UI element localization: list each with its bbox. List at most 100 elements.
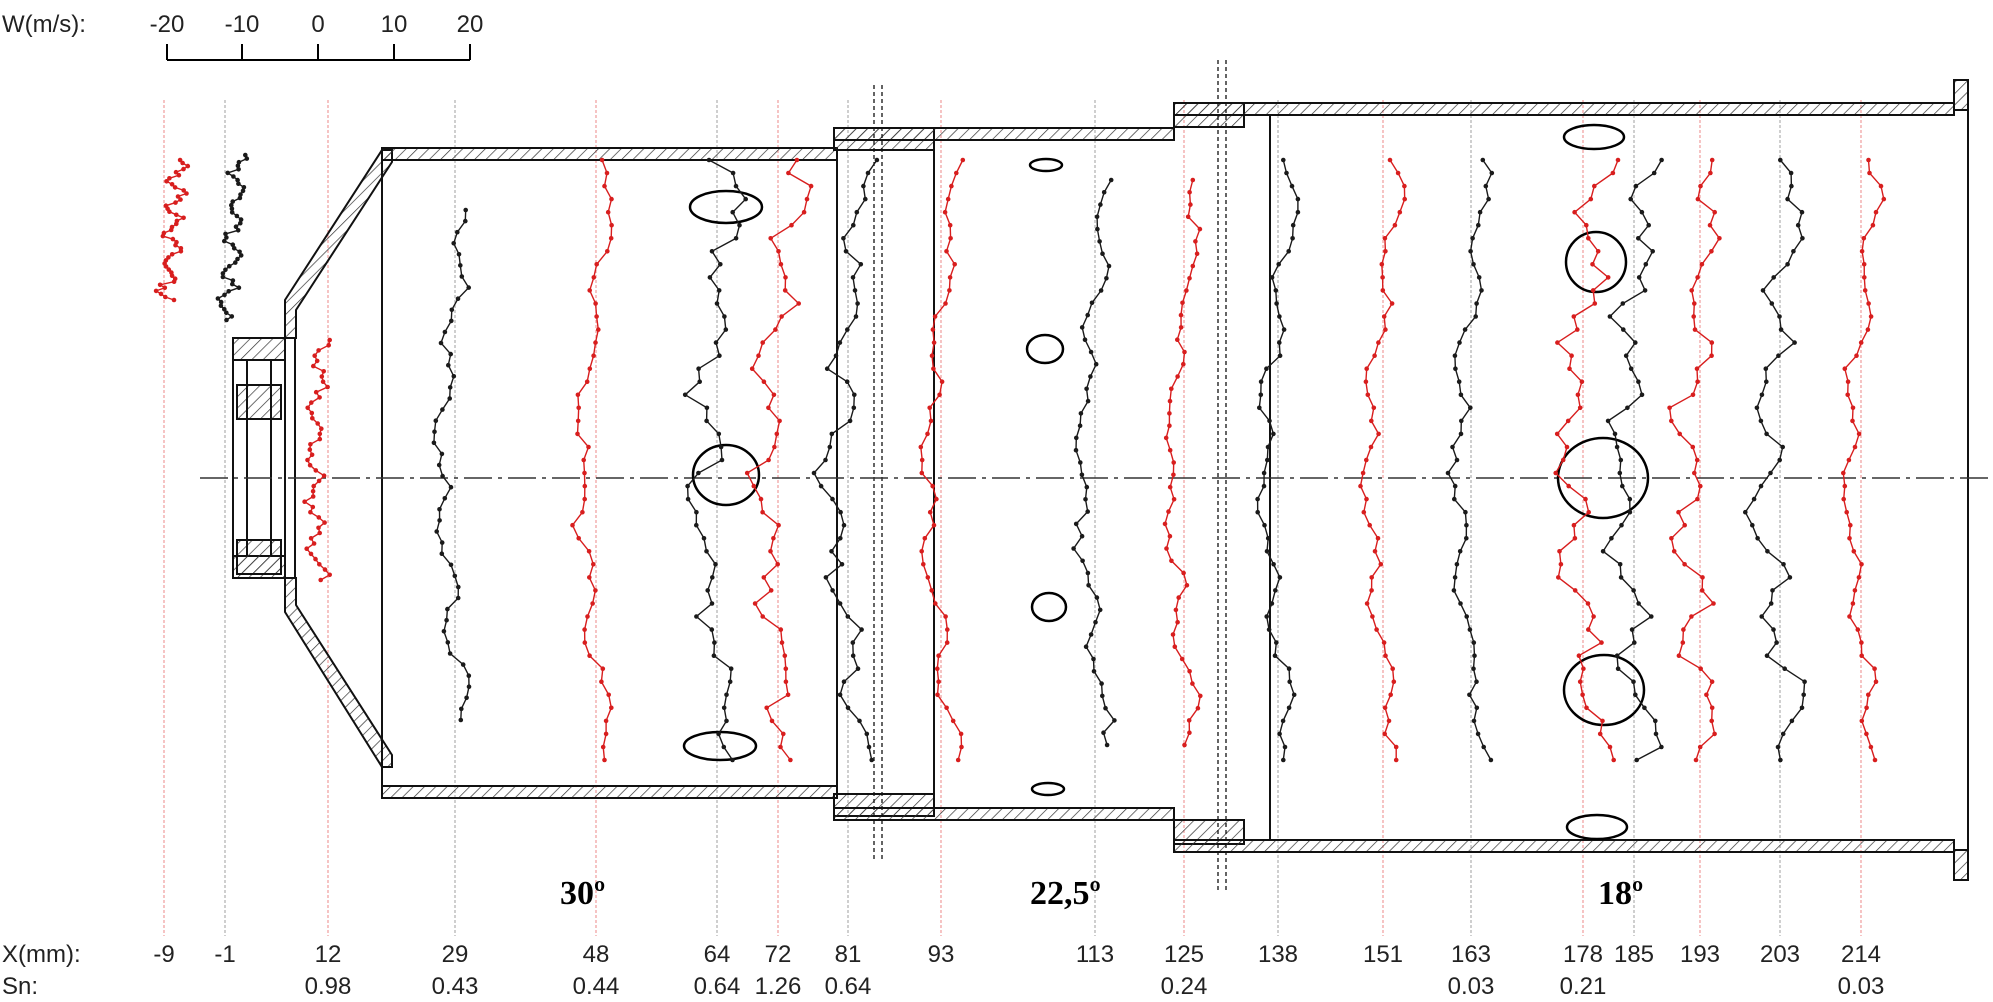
profile-point xyxy=(861,183,866,189)
profile-point xyxy=(730,757,735,763)
profile-point xyxy=(1777,457,1782,463)
hole-18-top xyxy=(1562,123,1626,151)
scale-tick-label: 20 xyxy=(457,11,484,38)
profile-point xyxy=(1600,549,1606,554)
profile-point xyxy=(315,421,321,426)
profile-point xyxy=(783,666,789,671)
profile-point xyxy=(779,640,785,645)
profile-point xyxy=(728,666,734,671)
profile-point xyxy=(309,410,315,416)
profile-point xyxy=(173,169,179,175)
station-x-label: 72 xyxy=(765,941,792,968)
profile-point xyxy=(1472,653,1477,658)
profile-point xyxy=(1695,275,1700,280)
profile-point xyxy=(1850,601,1856,606)
profile-point xyxy=(771,392,777,398)
profile-point xyxy=(713,562,718,567)
profile-point xyxy=(1571,314,1577,319)
profile-point xyxy=(851,405,857,411)
profile-point xyxy=(824,366,830,372)
velocity-profile-trace xyxy=(1744,159,1806,761)
profile-point xyxy=(1862,288,1868,293)
profile-point xyxy=(169,273,175,279)
profile-point xyxy=(163,264,169,269)
break-marks xyxy=(873,60,1227,890)
profile-point xyxy=(1175,374,1180,379)
profile-point xyxy=(1695,379,1700,385)
profile-point xyxy=(1452,353,1458,359)
profile-point xyxy=(771,536,776,541)
profile-point xyxy=(173,242,178,248)
profile-point xyxy=(440,473,445,479)
profile-point xyxy=(599,679,604,684)
profile-point xyxy=(582,483,588,489)
profile-point xyxy=(1290,222,1296,228)
profile-point xyxy=(1094,595,1100,600)
profile-point xyxy=(1659,744,1664,750)
profile-point xyxy=(716,288,722,293)
profile-point xyxy=(1277,731,1282,737)
profile-point xyxy=(1868,314,1874,319)
profile-point xyxy=(466,673,472,678)
profile-point xyxy=(434,529,440,534)
profile-point xyxy=(229,202,234,208)
profile-point xyxy=(1707,222,1713,228)
profile-point xyxy=(603,718,609,724)
profile-point xyxy=(1488,757,1494,763)
profile-point xyxy=(1558,562,1564,567)
profile-point xyxy=(178,249,184,254)
profile-point xyxy=(1709,353,1714,359)
station-sn-label: 0.98 xyxy=(305,973,352,1000)
profile-point xyxy=(760,340,765,345)
profile-point xyxy=(857,718,862,724)
profile-point xyxy=(1277,353,1283,359)
profile-point xyxy=(313,556,318,562)
profile-point xyxy=(445,640,451,645)
profile-point xyxy=(1633,183,1639,189)
profile-point xyxy=(1100,251,1105,256)
scale-tick-label: -20 xyxy=(150,11,185,38)
profile-point xyxy=(1627,496,1633,502)
profile-point xyxy=(756,353,761,359)
profile-point xyxy=(1631,679,1636,684)
profile-point xyxy=(575,418,581,424)
profile-point xyxy=(1100,693,1105,699)
profile-point xyxy=(1600,718,1605,724)
profile-point xyxy=(1605,275,1611,280)
profile-point xyxy=(1073,447,1079,453)
station-x-label: -1 xyxy=(214,941,235,968)
profile-point xyxy=(432,429,437,435)
profile-point xyxy=(712,640,717,645)
profile-point xyxy=(576,405,581,411)
profile-point xyxy=(1777,314,1782,319)
station-x-label: 113 xyxy=(1076,941,1114,968)
profile-point xyxy=(166,267,172,272)
profile-point xyxy=(942,209,948,215)
profile-point xyxy=(233,260,238,265)
profile-point xyxy=(184,191,189,196)
profile-point xyxy=(230,278,236,283)
profile-point xyxy=(1454,562,1460,567)
profile-point xyxy=(1370,614,1375,619)
profile-point xyxy=(935,692,940,698)
station-x-label: 81 xyxy=(835,941,862,968)
profile-point xyxy=(1788,170,1794,176)
profile-point xyxy=(1284,170,1289,176)
profile-point xyxy=(305,405,311,411)
profile-point xyxy=(313,468,319,473)
profile-point xyxy=(1651,170,1657,176)
profile-point xyxy=(1699,588,1705,593)
profile-point xyxy=(1280,718,1286,724)
profile-point xyxy=(458,717,464,723)
profile-point xyxy=(1580,692,1585,698)
profile-point xyxy=(1572,536,1578,541)
profile-point xyxy=(1382,236,1388,241)
profile-point xyxy=(1452,483,1458,489)
profile-point xyxy=(1074,435,1079,441)
profile-point xyxy=(1590,262,1595,267)
profile-point xyxy=(1636,275,1642,280)
profile-point xyxy=(1274,301,1279,306)
profile-point xyxy=(1614,653,1620,658)
profile-point xyxy=(590,601,595,606)
profile-point xyxy=(1620,483,1625,489)
